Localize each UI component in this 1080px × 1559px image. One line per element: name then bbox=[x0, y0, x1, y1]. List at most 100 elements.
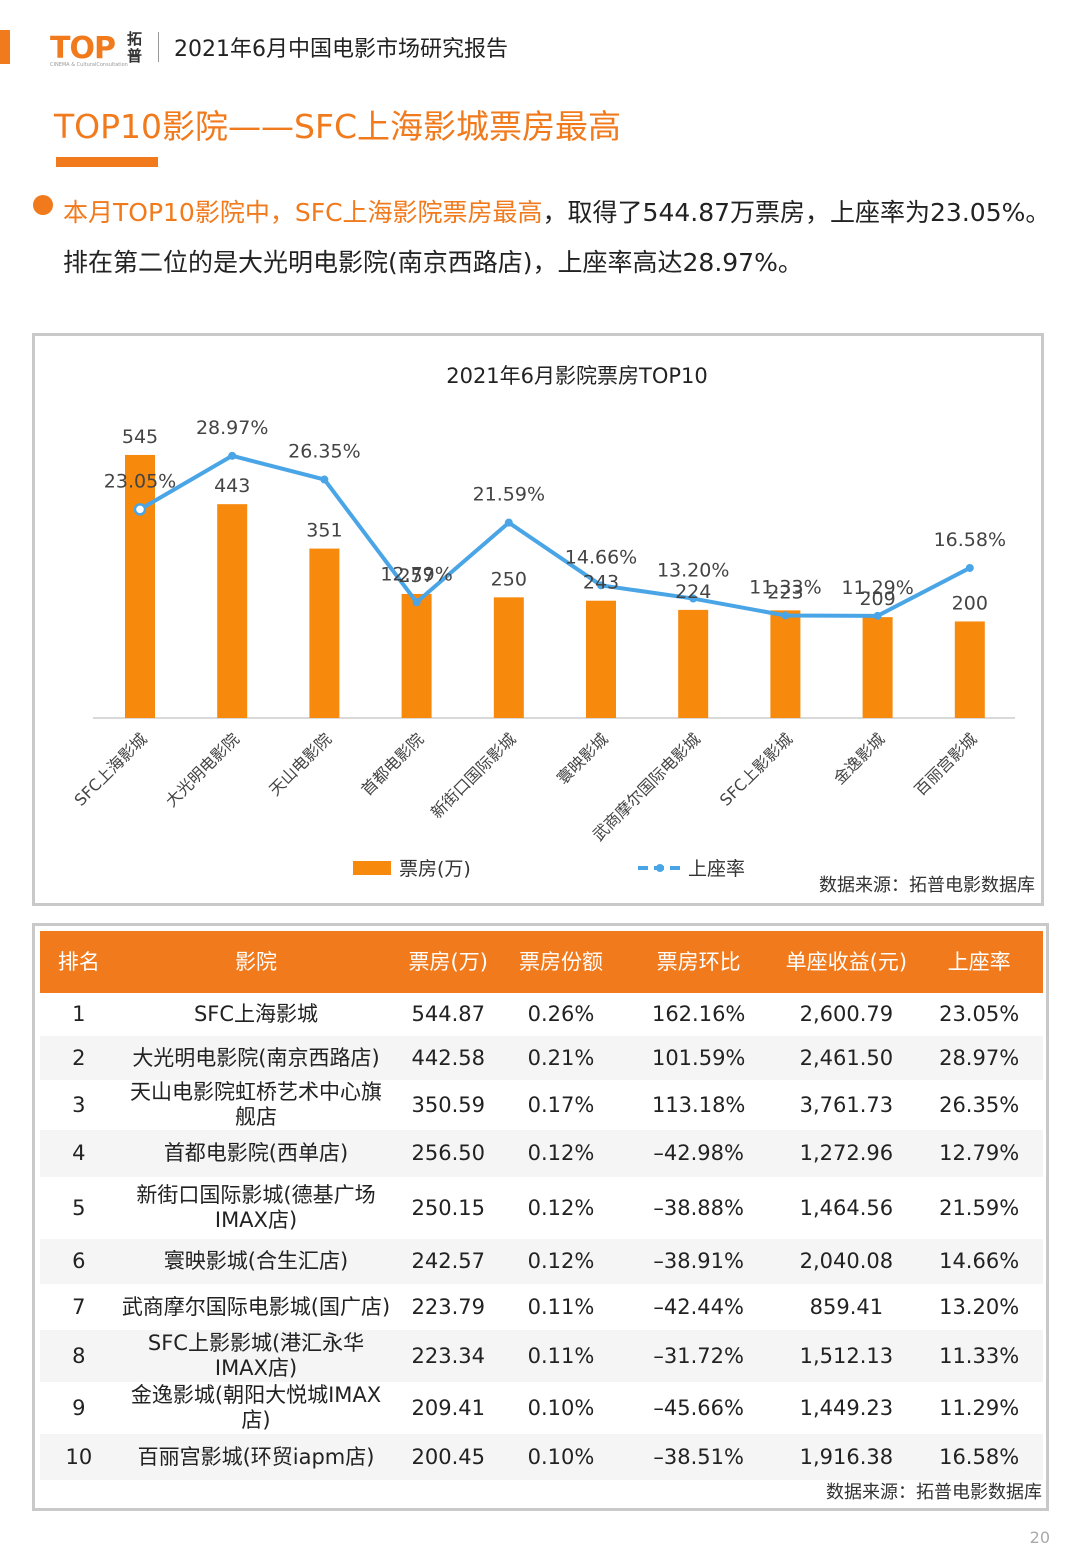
table-cell: 0.11% bbox=[502, 1330, 620, 1382]
line-point bbox=[965, 563, 974, 572]
bar bbox=[770, 610, 801, 718]
table-cell: 223.34 bbox=[394, 1330, 503, 1382]
table-cell: 9 bbox=[40, 1382, 118, 1434]
table-cell: 256.50 bbox=[394, 1130, 503, 1177]
bar-value-label: 224 bbox=[675, 581, 711, 603]
bar bbox=[586, 600, 616, 718]
table-cell: –31.72% bbox=[619, 1330, 778, 1382]
table-cell: 1 bbox=[40, 993, 118, 1036]
table-cell: 544.87 bbox=[394, 993, 503, 1036]
table-row: 9 金逸影城(朝阳大悦城IMAX店) 209.41 0.10% –45.66% 1,449… bbox=[40, 1382, 1043, 1434]
bar-value-label: 200 bbox=[952, 592, 988, 614]
table-cell: 1,916.38 bbox=[777, 1434, 916, 1480]
table-cell: 2 bbox=[40, 1036, 118, 1080]
column-header: 票房(万) bbox=[394, 931, 503, 993]
table-cell: 6 bbox=[40, 1239, 118, 1284]
table-cell: 0.11% bbox=[502, 1284, 620, 1330]
bar-value-label: 443 bbox=[214, 475, 250, 497]
table-cell: 14.66% bbox=[915, 1239, 1043, 1284]
column-header: 票房环比 bbox=[619, 931, 778, 993]
table-row: 2 大光明电影院(南京西路店) 442.58 0.21% 101.59% 2,461.50… bbox=[40, 1036, 1043, 1080]
line-point bbox=[597, 581, 605, 590]
table-cell: –38.88% bbox=[619, 1177, 778, 1239]
x-tick-label: 金逸影城 bbox=[830, 729, 889, 788]
title-underline bbox=[56, 157, 158, 167]
table-cell: 10 bbox=[40, 1434, 118, 1480]
column-header: 票房份额 bbox=[502, 931, 620, 993]
bar bbox=[678, 609, 709, 718]
x-tick-label: 寰映影城 bbox=[553, 729, 612, 788]
table-cell: –42.98% bbox=[619, 1130, 778, 1177]
line-value-label: 21.59% bbox=[473, 484, 545, 506]
bar-value-label: 209 bbox=[859, 588, 895, 610]
table-cell: 13.20% bbox=[915, 1284, 1043, 1330]
table-row: 8 SFC上影影城(港汇永华IMAX店) 223.34 0.11% –31.72% 1,5… bbox=[40, 1330, 1043, 1382]
table-cell: 武商摩尔国际电影城(国广店) bbox=[117, 1284, 395, 1330]
table-cell: 101.59% bbox=[619, 1036, 778, 1080]
table-cell: 0.10% bbox=[502, 1382, 620, 1434]
legend-line-label: 上座率 bbox=[688, 858, 745, 880]
line-point bbox=[781, 611, 790, 620]
chart-title: 2021年6月影院票房TOP10 bbox=[446, 364, 708, 388]
table-cell: 26.35% bbox=[915, 1080, 1043, 1130]
table-row: 3 天山电影院虹桥艺术中心旗舰店 350.59 0.17% 113.18% 3,761.7… bbox=[40, 1080, 1043, 1130]
bar-value-label: 351 bbox=[306, 520, 342, 542]
bar bbox=[954, 621, 985, 718]
table-cell: 1,449.23 bbox=[777, 1382, 916, 1434]
table-body: 1 SFC上海影城 544.87 0.26% 162.16% 2,600.79 23.05%… bbox=[40, 993, 1043, 1480]
bar-value-label: 257 bbox=[398, 565, 434, 587]
table-cell: 0.12% bbox=[502, 1130, 620, 1177]
table-cell: SFC上影影城(港汇永华IMAX店) bbox=[117, 1330, 395, 1382]
table-row: 5 新街口国际影城(德基广场IMAX店) 250.15 0.12% –38.88% 1,4… bbox=[40, 1177, 1043, 1239]
table-cell: 天山电影院虹桥艺术中心旗舰店 bbox=[117, 1080, 395, 1130]
x-tick-label: 天山电影院 bbox=[265, 729, 335, 799]
line-value-label: 14.66% bbox=[565, 546, 637, 568]
x-tick-label: 大光明电影院 bbox=[162, 729, 243, 810]
table-cell: 11.29% bbox=[915, 1382, 1043, 1434]
line-point bbox=[412, 598, 421, 607]
legend: 票房(万) 上座率 bbox=[353, 858, 745, 880]
table-cell: 2,600.79 bbox=[777, 993, 916, 1036]
table-cell: 2,040.08 bbox=[777, 1239, 916, 1284]
ranking-table: 排名 影院 票房(万) 票房份额 票房环比 单座收益(元) 上座率 1 SFC上海影城 544.… bbox=[40, 931, 1043, 1480]
bar bbox=[401, 593, 432, 718]
table-row: 7 武商摩尔国际电影城(国广店) 223.79 0.11% –42.44% 859.41 1… bbox=[40, 1284, 1043, 1330]
bar bbox=[125, 454, 155, 718]
column-header: 影院 bbox=[117, 931, 395, 993]
bullet-dot bbox=[33, 195, 53, 215]
page-title: TOP10影院——SFC上海影城票房最高 bbox=[54, 107, 621, 146]
header-divider bbox=[158, 32, 159, 62]
column-header: 排名 bbox=[40, 931, 118, 993]
bar-value-label: 243 bbox=[583, 572, 619, 594]
line-point bbox=[504, 518, 513, 527]
table-cell: SFC上海影城 bbox=[117, 993, 395, 1036]
summary-paragraph: 本月TOP10影院中，SFC上海影院票房最高，取得了544.87万票房，上座率为… bbox=[63, 188, 1053, 288]
combo-chart: 2021年6月影院票房TOP10 545 443 351 257 250 243 224 22… bbox=[71, 364, 1015, 880]
table-cell: –38.91% bbox=[619, 1239, 778, 1284]
table-cell: 223.79 bbox=[394, 1284, 503, 1330]
line-point bbox=[228, 451, 237, 460]
table-cell: 859.41 bbox=[777, 1284, 916, 1330]
x-tick-label: 首都电影院 bbox=[357, 729, 427, 799]
table-cell: 大光明电影院(南京西路店) bbox=[117, 1036, 395, 1080]
table-cell: –42.44% bbox=[619, 1284, 778, 1330]
line-value-label: 11.33% bbox=[749, 576, 821, 598]
table-cell: 1,512.13 bbox=[777, 1330, 916, 1382]
side-accent-bar bbox=[0, 30, 10, 64]
table-cell: 8 bbox=[40, 1330, 118, 1382]
table-row: 1 SFC上海影城 544.87 0.26% 162.16% 2,600.79 23.05% bbox=[40, 993, 1043, 1036]
page-number: 20 bbox=[1029, 1528, 1050, 1547]
summary-text: ，取得了544.87万票房，上座率为23.05%。排在第二位的是大光明电影院(南… bbox=[63, 198, 1051, 277]
bar bbox=[493, 597, 524, 718]
line-point bbox=[689, 594, 698, 603]
table-cell: –38.51% bbox=[619, 1434, 778, 1480]
table-cell: 3 bbox=[40, 1080, 118, 1130]
table-cell: 16.58% bbox=[915, 1434, 1043, 1480]
bars-layer bbox=[93, 454, 1015, 719]
chart-source: 数据来源：拓普电影数据库 bbox=[819, 875, 1035, 896]
logo-subtext: CINEMA & CulturalConsultation bbox=[50, 62, 128, 68]
line-value-label: 28.97% bbox=[196, 417, 268, 439]
table-cell: 28.97% bbox=[915, 1036, 1043, 1080]
logo-cn-text: 拓普 bbox=[126, 30, 142, 65]
x-tick-label: 百丽宫影城 bbox=[911, 729, 981, 799]
